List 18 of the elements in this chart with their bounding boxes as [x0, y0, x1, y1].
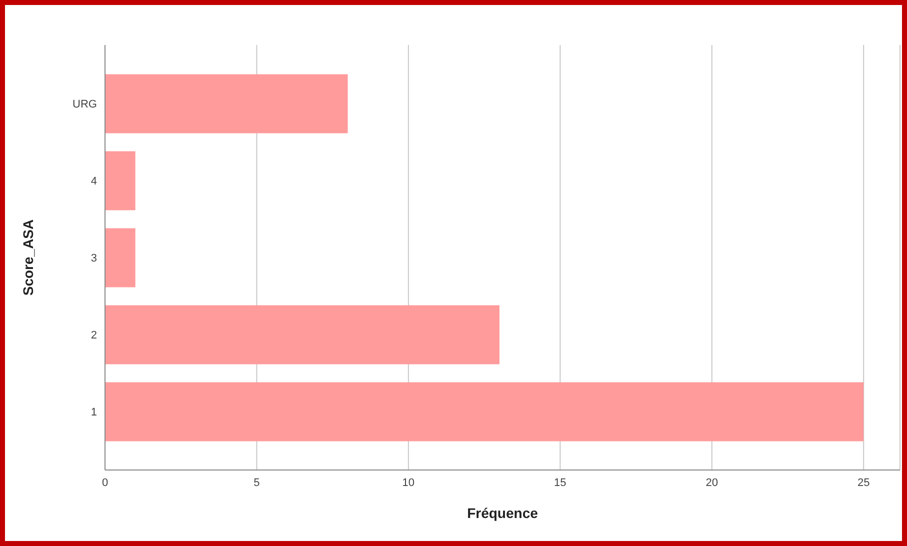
x-tick-label: 15 [554, 476, 566, 489]
x-tick-label: 25 [857, 476, 870, 489]
bar [105, 151, 136, 210]
x-tick-label: 10 [402, 476, 415, 489]
x-axis-title: Fréquence [467, 505, 538, 521]
bar [105, 228, 136, 288]
x-tick-label: 0 [102, 476, 108, 489]
x-tick-label: 20 [706, 476, 718, 489]
bar [105, 305, 500, 364]
y-tick-label: 4 [90, 175, 97, 188]
y-tick-label: URG [72, 98, 97, 110]
bar [105, 382, 864, 442]
y-tick-label: 1 [90, 406, 97, 418]
y-tick-label: 3 [90, 252, 97, 264]
bar [105, 74, 348, 134]
x-tick-label: 5 [254, 476, 260, 489]
y-tick-label: 2 [90, 329, 97, 342]
y-axis-title: Score_ASA [20, 219, 36, 296]
